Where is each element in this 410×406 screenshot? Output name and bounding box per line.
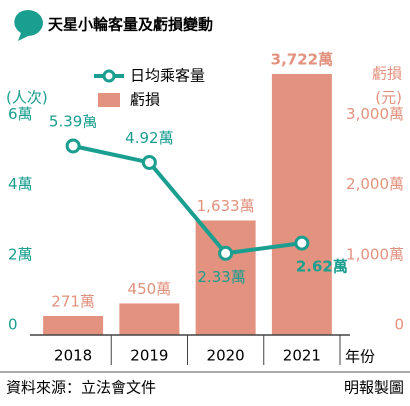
bar-label: 271萬 [51, 292, 95, 310]
y2-axis-unit: (元) [375, 89, 402, 107]
y2-tick-label: 0 [394, 316, 404, 334]
chart-title: 天星小輪客量及虧損變動 [48, 16, 213, 34]
y-tick-label: 2萬 [8, 245, 33, 263]
y2-tick-label: 3,000萬 [346, 105, 404, 123]
line-label: 2.33萬 [197, 268, 245, 286]
line-label: 2.62萬 [296, 258, 348, 276]
legend-label: 虧損 [130, 91, 160, 109]
legend-marker [102, 69, 116, 83]
line [72, 144, 303, 256]
x-tick-label: 2020 [207, 347, 245, 365]
bar [43, 315, 104, 335]
y2-axis-label: 虧損 [372, 65, 402, 83]
y-tick-label: 4萬 [8, 175, 33, 193]
y2-tick-label: 1,000萬 [346, 245, 404, 263]
legend-label: 日均乘客量 [130, 67, 205, 85]
bar-label: 1,633萬 [197, 197, 255, 215]
y2-tick-label: 2,000萬 [346, 175, 404, 193]
bar-label: 450萬 [128, 280, 172, 298]
x-tick-label: 2021 [283, 347, 321, 365]
x-tick-label: 2019 [130, 347, 168, 365]
bar [195, 220, 256, 335]
credit: 明報製圖 [344, 379, 404, 397]
bar [271, 73, 332, 335]
line-label: 4.92萬 [125, 129, 173, 147]
bar [119, 303, 180, 335]
line-point [65, 138, 81, 154]
y-tick-label: 6萬 [8, 105, 33, 123]
x-axis-label: 年份 [345, 348, 375, 366]
y-axis-label: (人次) [6, 89, 48, 107]
x-tick-label: 2018 [54, 347, 92, 365]
line-point [218, 245, 234, 261]
line-label: 5.39萬 [49, 112, 97, 130]
y-tick-label: 0 [8, 316, 18, 334]
line-point [141, 154, 157, 170]
title-icon [14, 10, 43, 41]
source: 資料來源：立法會文件 [6, 379, 156, 397]
line-point [294, 235, 310, 251]
bar-label: 3,722萬 [271, 50, 333, 68]
legend-swatch [98, 93, 120, 107]
